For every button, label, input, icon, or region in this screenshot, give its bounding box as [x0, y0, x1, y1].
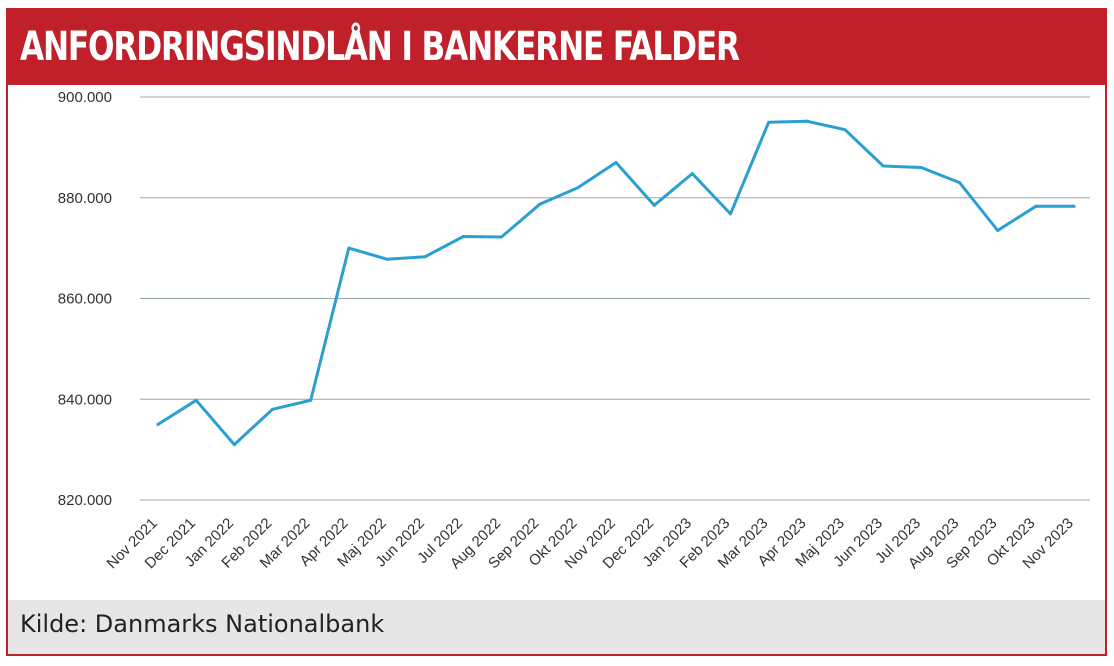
data-point [156, 422, 160, 426]
data-point [576, 186, 580, 190]
source-note: Kilde: Danmarks Nationalbank [20, 610, 385, 638]
data-point [996, 228, 1000, 232]
y-axis-ticks: 820.000 840.000 860.000 880.000 900.000 [58, 89, 112, 509]
series-layer [156, 119, 1076, 447]
chart-title: ANFORDRINGSINDLÅN I BANKERNE FALDER [20, 24, 740, 70]
data-point [614, 160, 618, 164]
data-point [500, 235, 503, 239]
source-footer: Kilde: Danmarks Nationalbank [8, 600, 1105, 654]
data-point [652, 203, 656, 207]
data-point [1072, 204, 1076, 208]
data-point [461, 235, 465, 239]
chart-frame: ANFORDRINGSINDLÅN I BANKERNE FALDER 820.… [6, 8, 1107, 656]
data-point [347, 246, 351, 250]
data-point [232, 443, 236, 447]
header-bar: ANFORDRINGSINDLÅN I BANKERNE FALDER [8, 10, 1105, 85]
series-line [156, 119, 1076, 447]
data-point [271, 407, 274, 411]
data-point [767, 120, 771, 124]
y-tick-label: 900.000 [58, 89, 112, 106]
data-point [194, 398, 198, 402]
y-tick-label: 880.000 [58, 190, 112, 207]
data-point [919, 166, 923, 170]
data-point [690, 172, 694, 176]
line-chart: 820.000 840.000 860.000 880.000 900.000 Nov … [58, 89, 1090, 572]
data-point [1034, 204, 1038, 208]
data-point [805, 119, 809, 123]
data-point [385, 257, 389, 261]
data-point [881, 164, 885, 168]
data-point [423, 255, 427, 259]
y-tick-label: 840.000 [58, 391, 112, 408]
gridlines [140, 96, 1090, 501]
data-point [309, 398, 313, 402]
data-point [843, 128, 847, 132]
y-tick-label: 860.000 [58, 291, 112, 308]
y-tick-label: 820.000 [58, 492, 112, 509]
data-point [729, 212, 732, 216]
data-point [538, 202, 542, 206]
data-point [958, 181, 961, 185]
